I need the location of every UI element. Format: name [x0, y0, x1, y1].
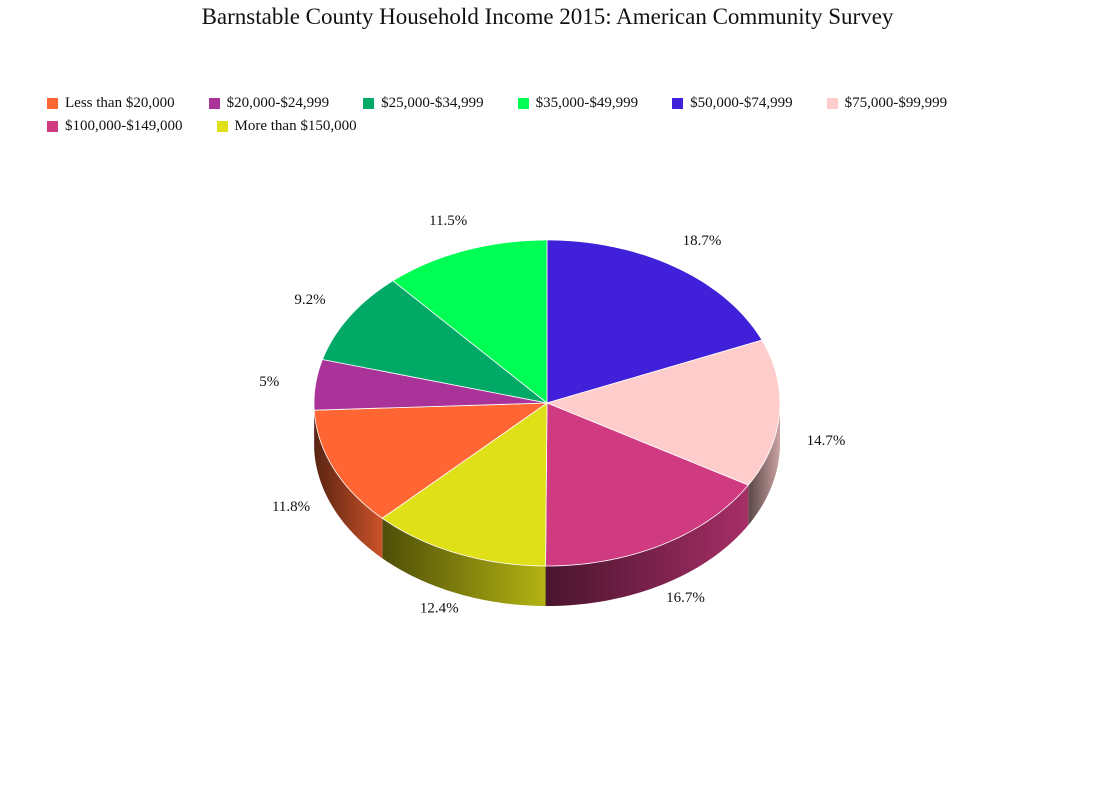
- legend-item[interactable]: $50,000-$74,999: [672, 92, 793, 115]
- legend-swatch: [47, 98, 58, 109]
- legend-label: $25,000-$34,999: [381, 95, 484, 111]
- legend-item[interactable]: $35,000-$49,999: [517, 92, 639, 115]
- legend-swatch: [517, 98, 529, 109]
- legend-item[interactable]: $25,000-$34,999: [363, 92, 484, 115]
- slice-percent-label: 11.8%: [272, 499, 310, 515]
- legend-item[interactable]: $20,000-$24,999: [208, 92, 330, 115]
- legend-label: More than $150,000: [234, 118, 357, 134]
- legend-swatch: [208, 98, 220, 109]
- chart-title: Barnstable County Household Income 2015:…: [201, 4, 894, 29]
- legend-item[interactable]: Less than $20,000: [47, 92, 175, 115]
- legend-swatch: [672, 98, 684, 109]
- legend-label: Less than $20,000: [65, 95, 175, 111]
- legend-swatch: [826, 98, 838, 109]
- legend-item[interactable]: More than $150,000: [216, 115, 357, 138]
- legend: Less than $20,000 $20,000-$24,999 $25,000-…: [47, 92, 1007, 138]
- legend-swatch: [47, 121, 58, 132]
- legend-item[interactable]: $75,000-$99,999: [826, 92, 948, 115]
- slice-percent-label: 5%: [259, 374, 279, 390]
- pie-slice[interactable]: [313, 402, 549, 519]
- pie-slices: [313, 239, 781, 567]
- pie-slice[interactable]: [545, 402, 749, 567]
- legend-label: $50,000-$74,999: [690, 95, 793, 111]
- pie-side-walls: [314, 403, 780, 606]
- legend-label: $75,000-$99,999: [844, 95, 948, 111]
- pie-slice-side: [748, 403, 780, 526]
- pie-slice[interactable]: [546, 239, 763, 404]
- pie-slice[interactable]: [381, 402, 548, 567]
- slice-percent-label: 16.7%: [666, 590, 705, 606]
- slice-percent-label: 14.7%: [807, 433, 846, 449]
- slice-labels: 18.7% 14.7% 16.7% 12.4% 11.8% 5% 9.2% 11.5%: [259, 213, 845, 617]
- pie-slice-side: [382, 518, 546, 606]
- legend-label: $35,000-$49,999: [535, 95, 639, 111]
- pie-slice[interactable]: [313, 359, 548, 411]
- slice-percent-label: 9.2%: [294, 292, 325, 308]
- legend-label: $100,000-$149,000: [65, 118, 183, 134]
- slice-percent-label: 11.5%: [429, 213, 467, 229]
- pie-slice-side: [545, 485, 749, 606]
- legend-item[interactable]: $100,000-$149,000: [47, 115, 183, 138]
- slice-percent-label: 12.4%: [420, 601, 459, 617]
- legend-swatch: [216, 121, 228, 132]
- pie-slice[interactable]: [321, 280, 548, 404]
- pie-slice[interactable]: [392, 239, 548, 404]
- pie-slice[interactable]: [545, 339, 781, 486]
- slice-percent-label: 18.7%: [683, 233, 722, 249]
- pie-slice-side: [314, 410, 383, 559]
- legend-swatch: [363, 98, 375, 109]
- legend-label: $20,000-$24,999: [226, 95, 330, 111]
